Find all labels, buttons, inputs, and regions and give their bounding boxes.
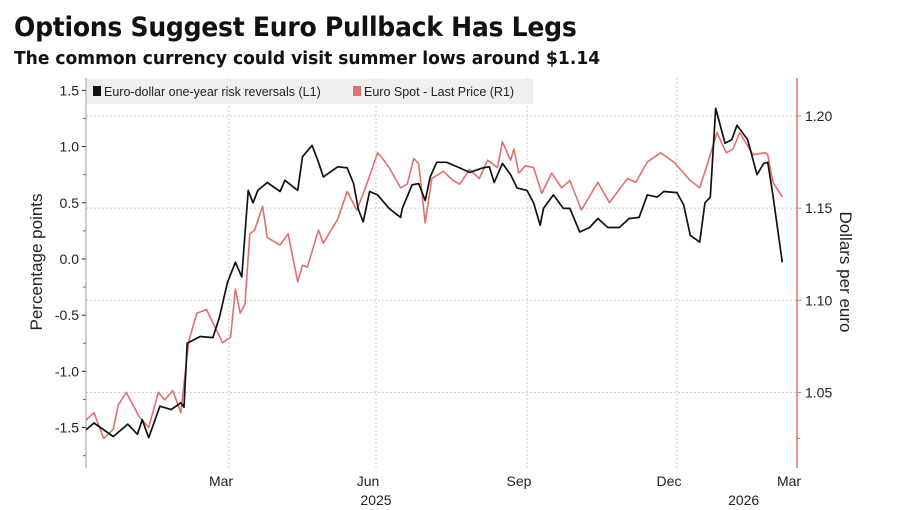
y-right-tick-label: 1.20 [805,108,832,124]
chart-title: Options Suggest Euro Pullback Has Legs [14,12,577,43]
y-left-tick-label: 1.5 [60,82,80,98]
x-year-label: 2025 [360,492,391,508]
axes: 1.20 1.15 1.10 1.05 1.5 1.0 0.5 0.0 -0.5 -1.0 -1.5… [55,78,832,508]
y-axis-left-label: Percentage points [27,193,46,330]
x-tick-label: Mar [209,473,233,489]
chart-subtitle: The common currency could visit summer l… [14,48,601,69]
y-right-tick-label: 1.05 [805,384,832,400]
series-line-euro-spot [85,131,783,440]
y-left-tick-label: -1.5 [55,420,79,436]
x-tick-label: Sep [507,473,532,489]
y-left-tick-label: -0.5 [55,307,79,323]
gridlines [86,78,797,468]
y-left-tick-label: 0.5 [60,195,80,211]
y-right-tick-label: 1.15 [805,200,832,216]
y-left-tick-label: 0.0 [60,251,80,267]
y-right-tick-label: 1.10 [805,292,832,308]
x-tick-label: Mar [777,473,801,489]
legend-label-euro-spot: Euro Spot - Last Price (R1) [364,85,514,99]
x-year-label: 2026 [728,492,759,508]
series-line-risk-reversals [85,107,784,439]
x-tick-label: Jun [357,473,380,489]
y-axis-right-label: Dollars per euro [836,212,855,333]
legend-background [87,79,533,104]
legend-swatch-euro-spot [353,86,361,96]
x-tick-label: Dec [657,473,682,489]
y-left-tick-label: 1.0 [60,139,80,155]
y-left-tick-label: -1.0 [55,363,79,379]
series-lines [85,107,784,440]
legend: Euro-dollar one-year risk reversals (L1)… [87,79,533,104]
legend-swatch-risk-reversals [93,86,101,96]
legend-label-risk-reversals: Euro-dollar one-year risk reversals (L1) [104,85,321,99]
